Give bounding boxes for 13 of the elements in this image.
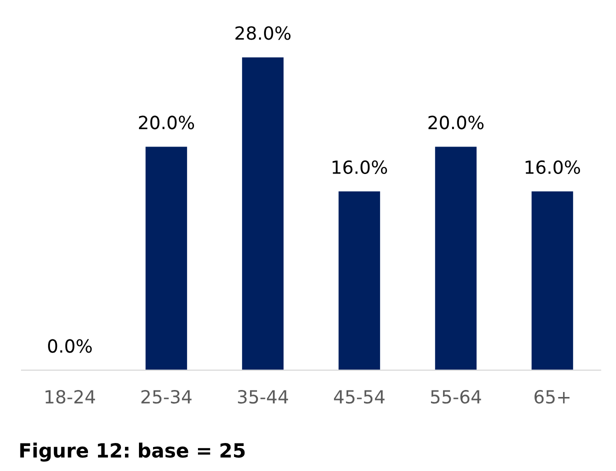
x-tick-label: 35-44 — [238, 390, 288, 404]
data-label: 20.0% — [428, 116, 484, 130]
x-tick-label: 18-24 — [46, 390, 96, 404]
x-tick-label: 45-54 — [334, 390, 385, 404]
data-label: 20.0% — [138, 116, 194, 130]
data-label: 16.0% — [526, 160, 580, 174]
data-label: 16.0% — [332, 160, 388, 174]
text: Figure 12: base = 25 — [20, 442, 245, 462]
x-tick-label: 25-34 — [141, 390, 192, 404]
x-tick-label: 55-64 — [431, 390, 482, 404]
data-label: 0.0% — [48, 339, 92, 353]
x-tick-label: 65+ — [534, 390, 570, 404]
data-label: 28.0% — [235, 26, 291, 40]
